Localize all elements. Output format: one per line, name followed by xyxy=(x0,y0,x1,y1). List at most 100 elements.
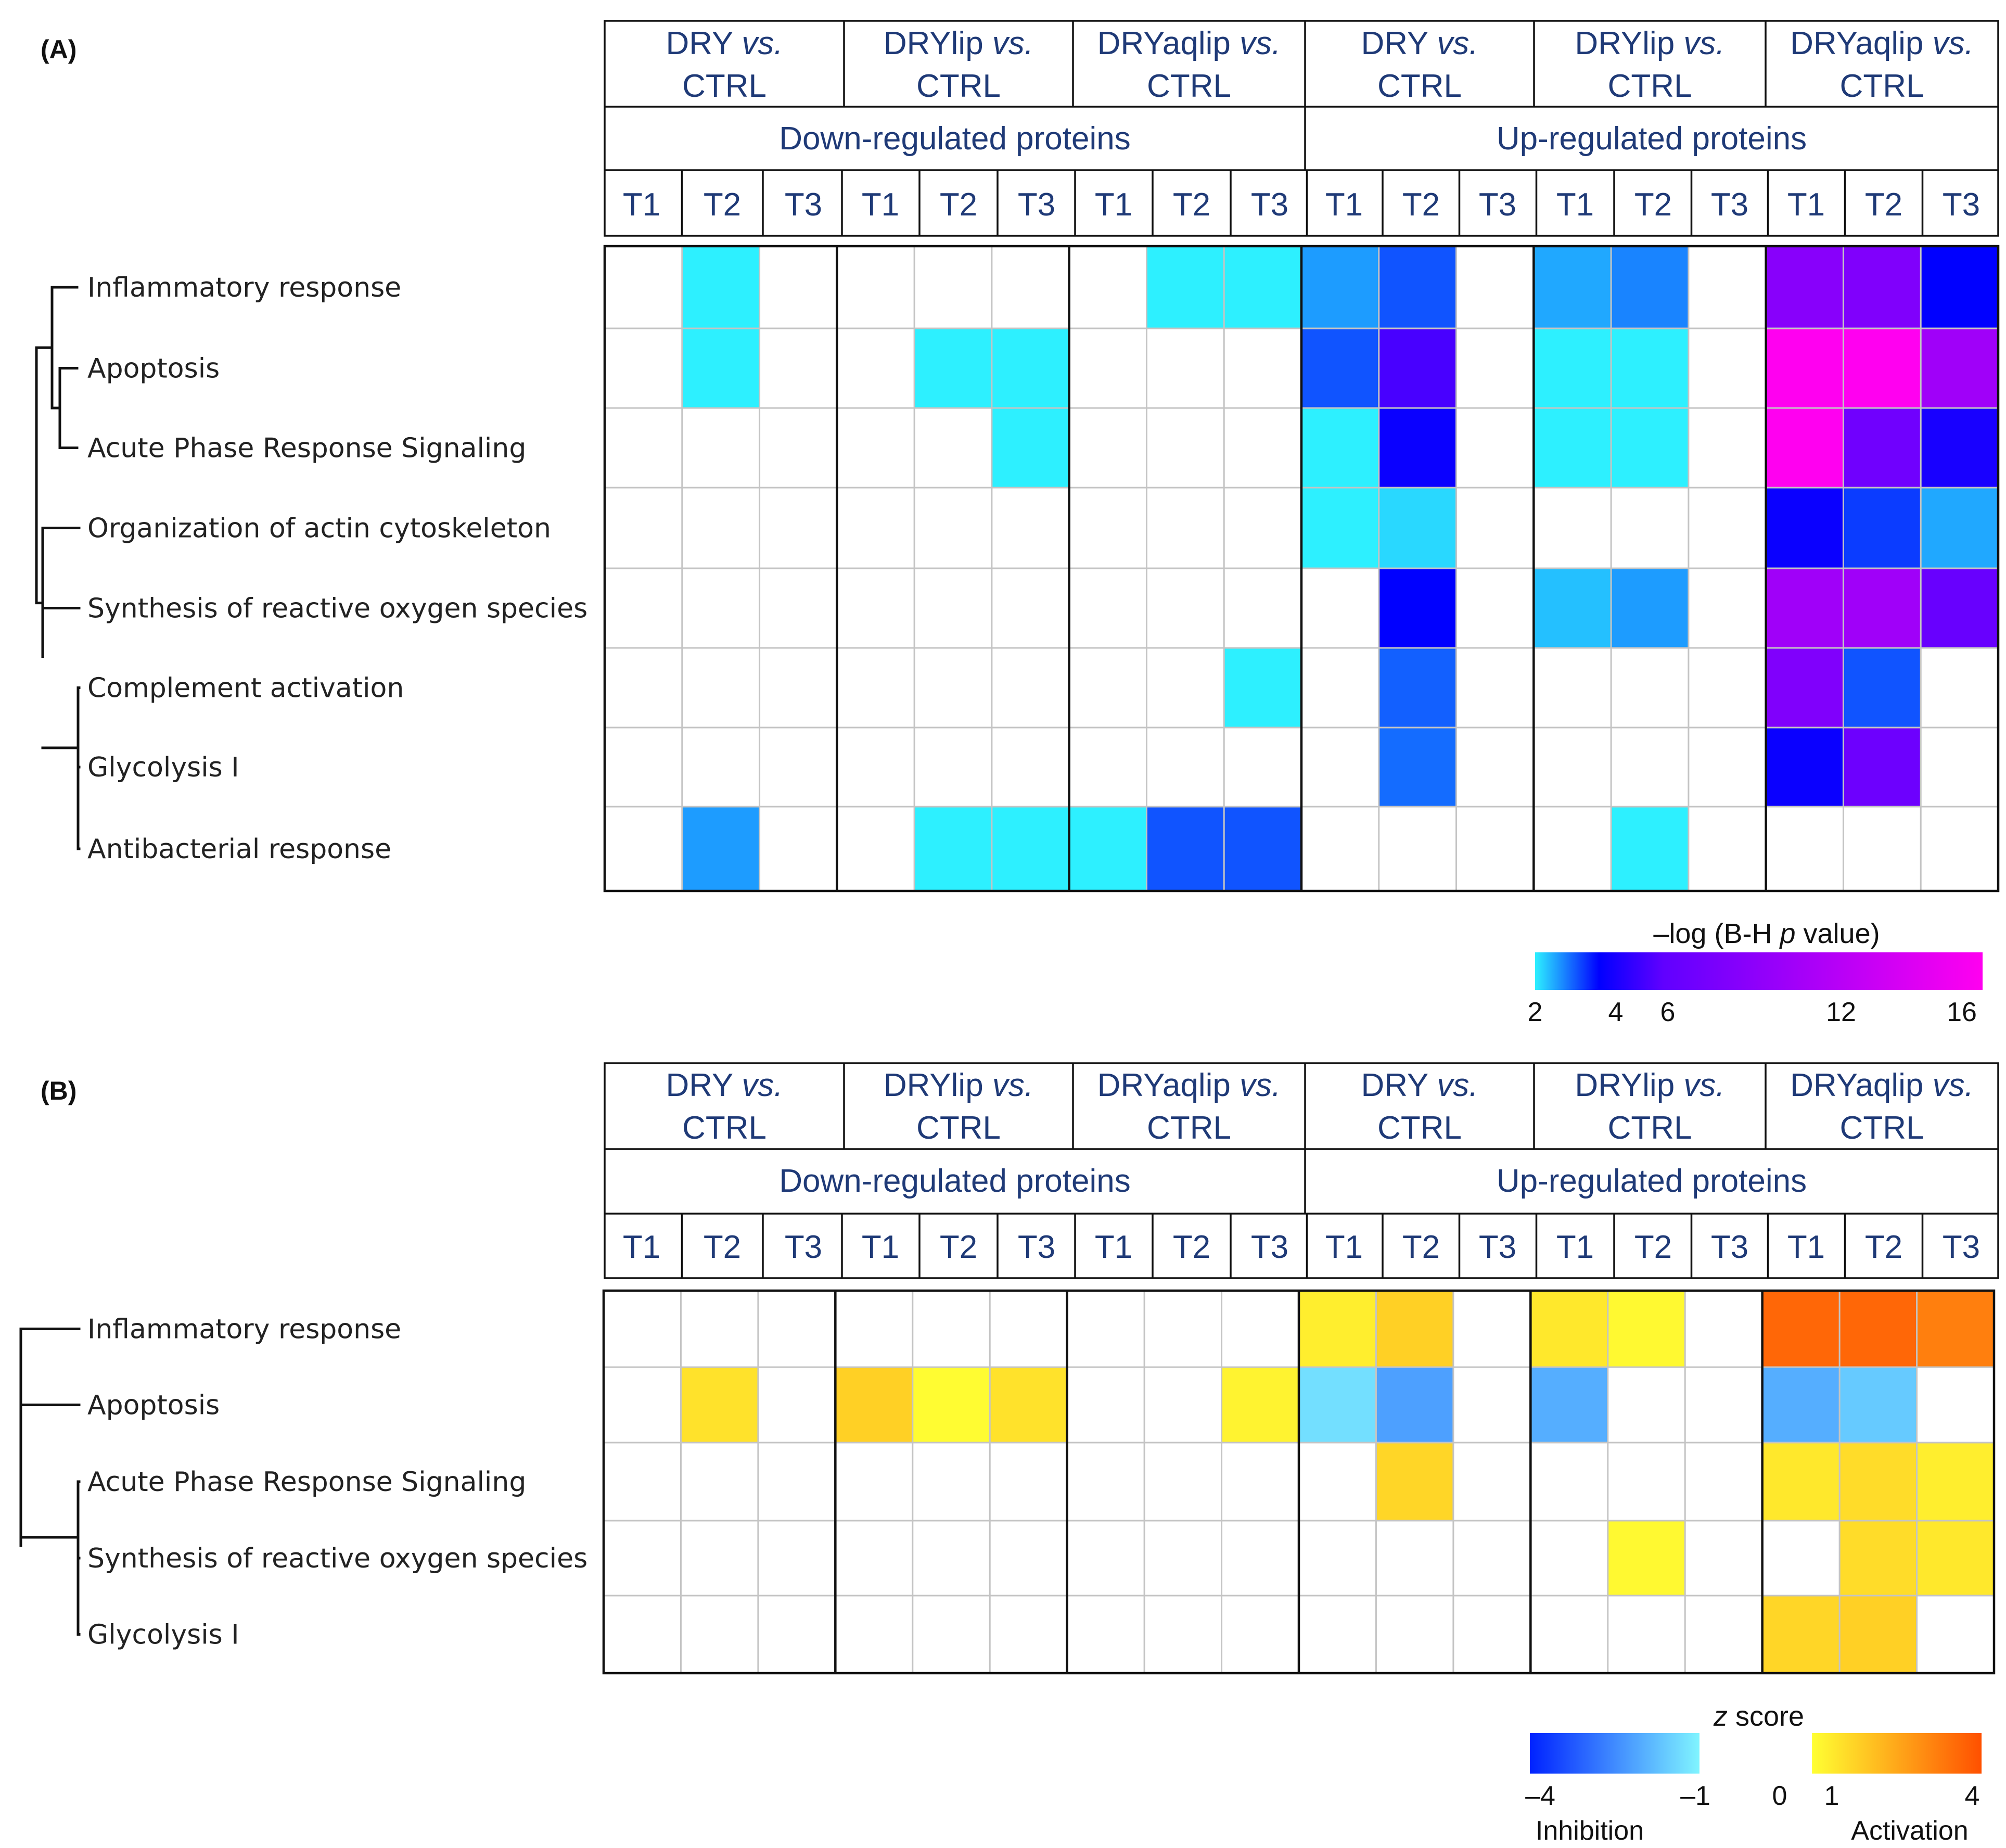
heatmap-cell xyxy=(1921,807,1998,891)
heatmap-cell xyxy=(605,328,682,408)
heatmap-cell xyxy=(682,246,760,328)
heatmap-cell xyxy=(1762,1367,1840,1443)
heatmap-cell xyxy=(1453,1443,1531,1521)
heatmap-cell xyxy=(1766,488,1844,568)
heatmap-cell xyxy=(1921,408,1998,488)
heatmap-cell xyxy=(1534,246,1612,328)
heatmap-cell xyxy=(1453,1367,1531,1443)
heatmap-cell xyxy=(1378,807,1456,891)
timepoint-label: T1 xyxy=(1787,1229,1825,1265)
comparison-name: DRYaqlip xyxy=(1097,1067,1240,1103)
heatmap-cell xyxy=(990,1291,1067,1367)
comparison-label: DRYlip vs. xyxy=(884,1067,1033,1103)
heatmap-cell xyxy=(1299,1291,1376,1367)
colorbar-title-part: z xyxy=(1713,1701,1728,1732)
heatmap-cell xyxy=(1766,648,1844,728)
heatmap-cell xyxy=(1224,728,1301,807)
heatmap-cell xyxy=(1301,488,1379,568)
heatmap-cell xyxy=(682,728,760,807)
heatmap-cell xyxy=(1221,1596,1299,1673)
comparison-ref: CTRL xyxy=(1840,1110,1924,1146)
heatmap-cell xyxy=(912,1443,990,1521)
group-label-down: Down-regulated proteins xyxy=(779,121,1131,157)
heatmap-cell xyxy=(1685,1443,1762,1521)
colorbar-tick-label: 1 xyxy=(1824,1781,1839,1811)
timepoint-label: T1 xyxy=(862,1229,899,1265)
heatmap-cell xyxy=(1534,488,1612,568)
heatmap-cell xyxy=(1069,568,1147,648)
heatmap-cell xyxy=(991,648,1069,728)
heatmap-cell xyxy=(1301,328,1379,408)
timepoint-label: T3 xyxy=(785,187,822,223)
timepoint-label: T3 xyxy=(1018,1229,1055,1265)
colorbar-tick-label: 2 xyxy=(1528,997,1543,1027)
heatmap-cell xyxy=(835,1291,913,1367)
heatmap-cell xyxy=(1301,246,1379,328)
colorbar-end-label-activation: Activation xyxy=(1851,1816,1968,1846)
heatmap-cell xyxy=(1607,1521,1685,1596)
heatmap-cell xyxy=(1146,488,1224,568)
heatmap-cell xyxy=(759,807,837,891)
heatmap-cell xyxy=(1144,1443,1222,1521)
heatmap-cell xyxy=(1456,728,1534,807)
timepoint-label: T2 xyxy=(1865,187,1902,223)
comparison-label: DRYlip vs. xyxy=(1575,1067,1724,1103)
row-label: Acute Phase Response Signaling xyxy=(87,1467,526,1498)
comparison-vs: vs. xyxy=(742,1067,783,1103)
comparison-name: DRYlip xyxy=(884,1067,992,1103)
colorbar xyxy=(1530,1733,1982,1774)
heatmap-cell xyxy=(1921,488,1998,568)
heatmap-cell xyxy=(1688,408,1766,488)
comparison-ref: CTRL xyxy=(916,68,1001,104)
comparison-label: DRY vs. xyxy=(666,1067,783,1103)
heatmap-cell xyxy=(991,488,1069,568)
heatmap-cell xyxy=(1301,728,1379,807)
timepoint-label: T2 xyxy=(940,187,977,223)
heatmap-cell xyxy=(1146,728,1224,807)
heatmap-cell xyxy=(1839,1443,1917,1521)
heatmap-cell xyxy=(604,1443,681,1521)
colorbar-end-label-inhibition: Inhibition xyxy=(1536,1816,1644,1846)
heatmap-cell xyxy=(1144,1367,1222,1443)
heatmap-cell xyxy=(1299,1443,1376,1521)
heatmap-cell xyxy=(604,1291,681,1367)
heatmap-cell xyxy=(1534,408,1612,488)
heatmap-cell xyxy=(1378,408,1456,488)
heatmap-cell xyxy=(1839,1596,1917,1673)
heatmap-cell xyxy=(1611,728,1689,807)
heatmap-cell xyxy=(1916,1367,1994,1443)
comparison-name: DRY xyxy=(666,26,742,61)
panel-a: (A) DRY vs. CTRL DRYlip vs. CTRL DRYaqlip vs.… xyxy=(35,20,2000,1027)
heatmap-cell xyxy=(1456,568,1534,648)
comparison-vs: vs. xyxy=(1437,1067,1478,1103)
comparison-label: DRYaqlip vs. xyxy=(1790,1067,1974,1103)
comparison-label: DRYaqlip vs. xyxy=(1097,1067,1281,1103)
heatmap-cell xyxy=(1916,1596,1994,1673)
heatmap-cell xyxy=(912,1521,990,1596)
colorbar-title-part: p xyxy=(1779,918,1795,949)
timepoint-label: T1 xyxy=(1095,1229,1132,1265)
comparison-label: DRYlip vs. xyxy=(884,26,1033,61)
heatmap-cell xyxy=(990,1596,1067,1673)
heatmap-cell xyxy=(837,648,915,728)
timepoint-label: T1 xyxy=(1556,1229,1594,1265)
heatmap-cell xyxy=(914,807,992,891)
colorbar-tick-label: –4 xyxy=(1525,1781,1555,1811)
group-label-up: Up-regulated proteins xyxy=(1497,121,1807,157)
timepoint-label: T2 xyxy=(1634,1229,1672,1265)
timepoint-label: T1 xyxy=(1556,187,1594,223)
heatmap-cell xyxy=(837,328,915,408)
heatmap-cell xyxy=(912,1291,990,1367)
dendrogram-branch xyxy=(35,346,54,605)
colorbar-tick-label: –1 xyxy=(1680,1781,1710,1811)
heatmap-cell xyxy=(1069,488,1147,568)
panel-label: (A) xyxy=(41,35,76,64)
colorbar-tick-label: 4 xyxy=(1608,997,1624,1027)
heatmap-cell xyxy=(605,568,682,648)
heatmap-cell xyxy=(1766,328,1844,408)
heatmap-cell xyxy=(1611,328,1689,408)
heatmap-cell xyxy=(1456,488,1534,568)
heatmap-cell xyxy=(1530,1291,1608,1367)
